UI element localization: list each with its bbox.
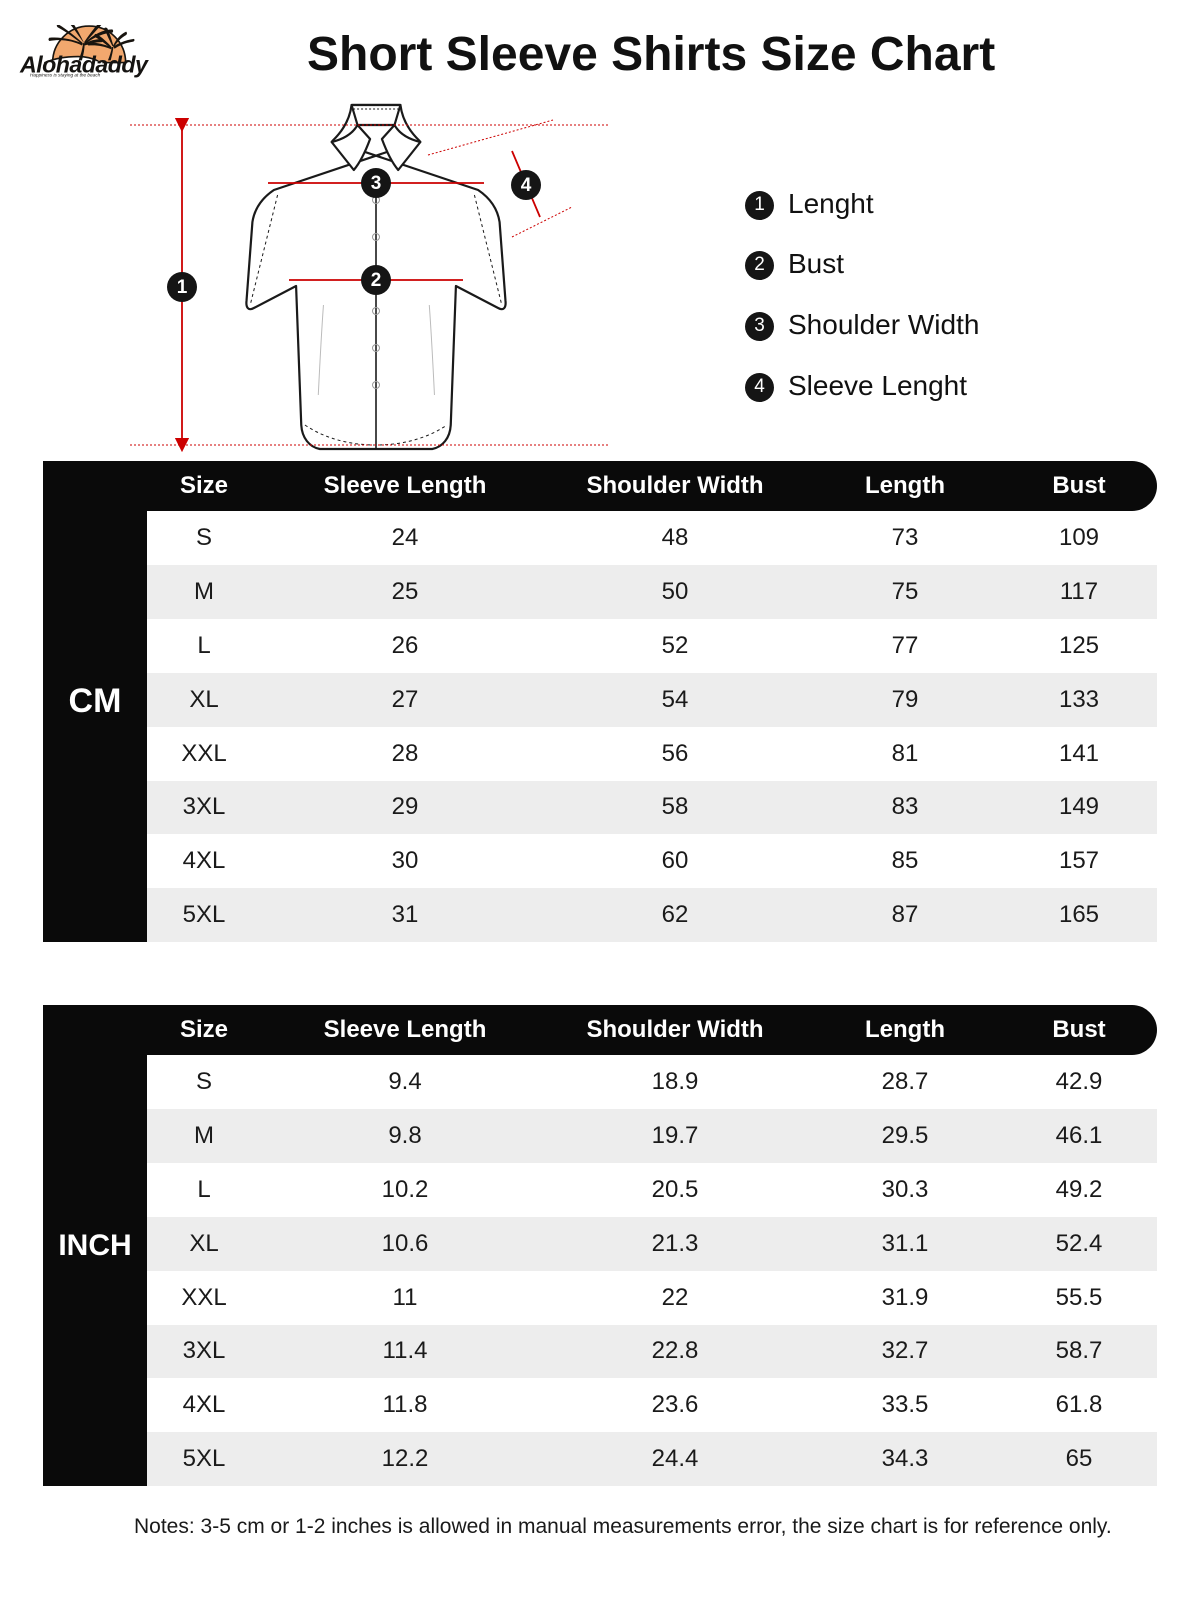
svg-text:4: 4 <box>521 175 532 196</box>
svg-text:1: 1 <box>177 277 188 298</box>
svg-text:2: 2 <box>371 270 382 291</box>
svg-text:3: 3 <box>371 173 382 194</box>
